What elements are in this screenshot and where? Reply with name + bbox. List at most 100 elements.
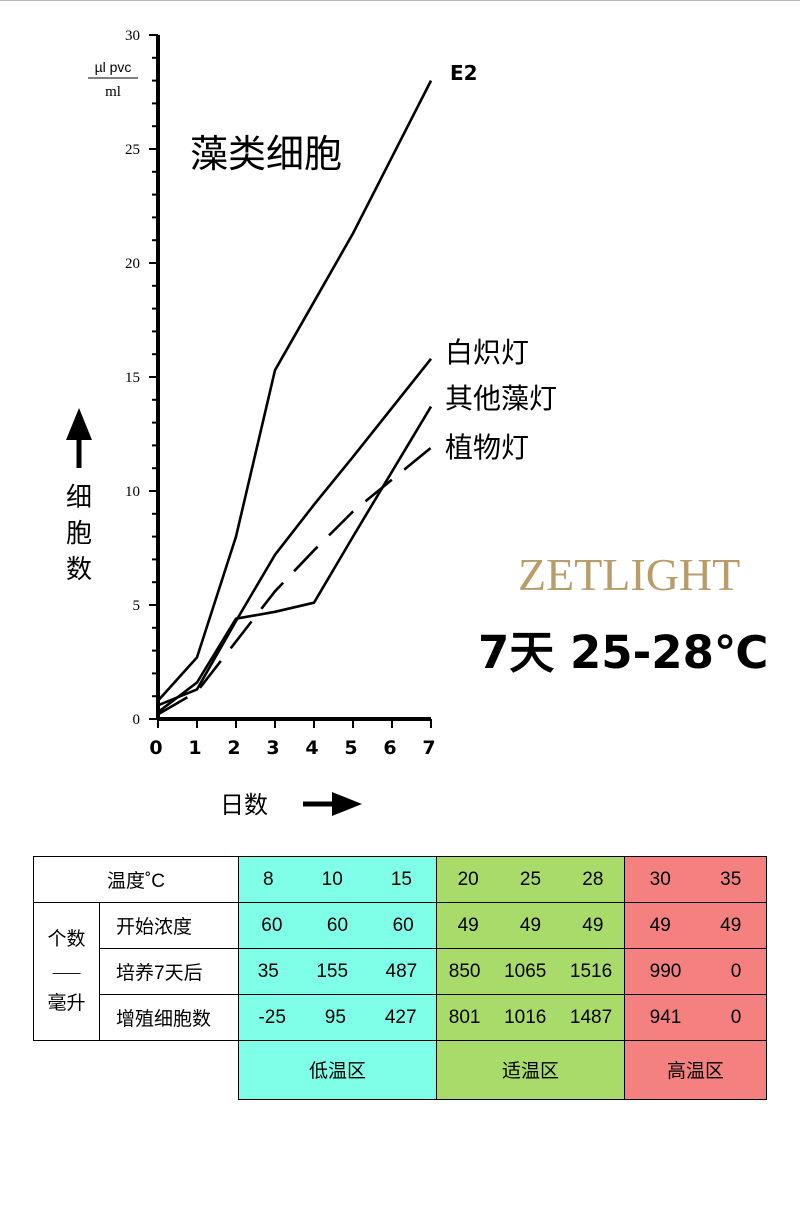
cell-value: -25 (258, 1006, 286, 1028)
series-line (157, 357, 433, 707)
top-divider (0, 0, 800, 1)
chart-title: 藻类细胞 (190, 132, 342, 176)
cell-value: 0 (730, 960, 742, 982)
cell-value: 801 (448, 1006, 481, 1028)
cell-value: 0 (730, 1006, 742, 1028)
x-tick-label: 7 (422, 737, 435, 759)
y-tick-label: 10 (125, 484, 140, 500)
x-tick-label: 5 (344, 737, 357, 759)
x-arrow-head (332, 792, 362, 816)
cell-value: 49 (720, 914, 742, 936)
series-line (157, 405, 433, 714)
cell-value: 35 (257, 960, 279, 982)
temperature-table: 温度˚C 8 10 15 20 25 28 30 35 个数 —— 毫升 开始浓度 60 6… (33, 856, 767, 1100)
data-cell: -25 95 427 (238, 994, 437, 1041)
series-line (157, 446, 432, 716)
cell-value: 15 (390, 868, 412, 890)
cell-value: 49 (457, 914, 479, 936)
x-tick-label: 3 (266, 737, 279, 759)
condition-label: 7天 25-28℃ (478, 626, 769, 679)
cell-value: 487 (385, 960, 418, 982)
x-tick-label: 2 (227, 737, 240, 759)
data-cell: 990 0 (624, 948, 767, 995)
cell-value: 49 (519, 914, 542, 936)
cell-value: 60 (392, 914, 414, 936)
series-label: 植物灯 (445, 431, 529, 464)
cell-value: 49 (582, 914, 604, 936)
cell-value: 30 (649, 868, 671, 890)
unit-label: 个数 —— 毫升 (33, 902, 100, 1041)
table-row: 个数 —— 毫升 开始浓度 60 60 60 49 49 49 49 49 (33, 902, 767, 1041)
cell-value: 1016 (504, 1006, 547, 1028)
zone-label: 高温区 (624, 1040, 767, 1100)
cell-value: 8 (263, 868, 274, 890)
y-tick-label: 25 (125, 142, 140, 158)
table-row: 培养7天后 35 155 487 850 1065 1516 990 0 (34, 948, 767, 995)
cell-value: 60 (326, 914, 349, 936)
data-cell: 35 155 487 (238, 948, 437, 995)
chart-axes: 0 5 10 15 20 25 30 0 1 2 3 4 5 6 7 (125, 28, 436, 759)
brand-logo: ZETLIGHT (518, 549, 741, 600)
cell-value: 427 (384, 1006, 417, 1028)
zone-label: 低温区 (238, 1040, 437, 1100)
cell-value: 95 (324, 1006, 346, 1028)
x-tick-label: 1 (188, 737, 201, 759)
temp-cell: 20 25 28 (436, 856, 625, 903)
cell-value: 10 (321, 868, 343, 890)
y-arrow-head (66, 408, 92, 440)
x-tick-label: 4 (305, 737, 318, 759)
y-unit-top: µl pvc (95, 59, 132, 75)
y-tick-label: 0 (133, 712, 141, 728)
y-axis-label: 细 (66, 483, 92, 513)
series-label: 白炽灯 (445, 336, 529, 369)
unit-mid: —— (52, 963, 81, 980)
unit-top: 个数 (47, 928, 86, 950)
unit-bottom: 毫升 (47, 992, 86, 1014)
cell-value: 20 (457, 868, 479, 890)
cell-value: 28 (582, 868, 604, 890)
table-row: 温度˚C 8 10 15 20 25 28 30 35 (33, 856, 767, 903)
row-label: 开始浓度 (99, 902, 239, 949)
row-label: 培养7天后 (99, 948, 239, 995)
y-tick-label: 30 (125, 28, 140, 44)
data-cell: 49 49 49 (436, 902, 625, 949)
cell-value: 941 (649, 1006, 682, 1028)
cell-value: 155 (316, 960, 349, 982)
cell-value: 49 (649, 914, 671, 936)
cell-value: 850 (448, 960, 481, 982)
cell-value: 990 (649, 960, 682, 982)
table-row: 增殖细胞数 -25 95 427 801 1016 1487 941 0 (34, 994, 767, 1041)
x-axis-label: 日数 (220, 791, 268, 819)
series-line (157, 80, 433, 702)
cell-value: 25 (519, 868, 542, 890)
y-tick-label: 15 (125, 370, 140, 386)
data-cell: 850 1065 1516 (436, 948, 625, 995)
data-cell: 801 1016 1487 (436, 994, 625, 1041)
cell-value: 1065 (504, 960, 547, 982)
data-cell: 941 0 (624, 994, 767, 1041)
data-cell: 49 49 (624, 902, 767, 949)
series-label: E2 (450, 61, 478, 85)
temp-cell: 30 35 (624, 856, 767, 903)
y-axis-label: 数 (66, 555, 92, 585)
y-tick-label: 20 (125, 256, 140, 272)
series-label: 其他藻灯 (445, 382, 557, 415)
data-cell: 60 60 60 (238, 902, 437, 949)
table-row: 低温区 适温区 高温区 (34, 1040, 767, 1100)
x-tick-label: 0 (149, 737, 162, 759)
cell-value: 60 (261, 914, 283, 936)
temp-cell: 8 10 15 (238, 856, 437, 903)
row-label: 增殖细胞数 (99, 994, 239, 1041)
cell-value: 35 (720, 868, 742, 890)
blank-cell (34, 1041, 239, 1100)
cell-value: 1516 (569, 960, 613, 982)
temp-header: 温度˚C (33, 856, 239, 903)
y-axis-label: 胞 (66, 519, 92, 549)
chart-series (157, 80, 433, 716)
x-tick-label: 6 (383, 737, 396, 759)
y-unit-bottom: ml (105, 84, 121, 100)
zone-label: 适温区 (436, 1040, 625, 1100)
cell-value: 1487 (569, 1006, 613, 1028)
